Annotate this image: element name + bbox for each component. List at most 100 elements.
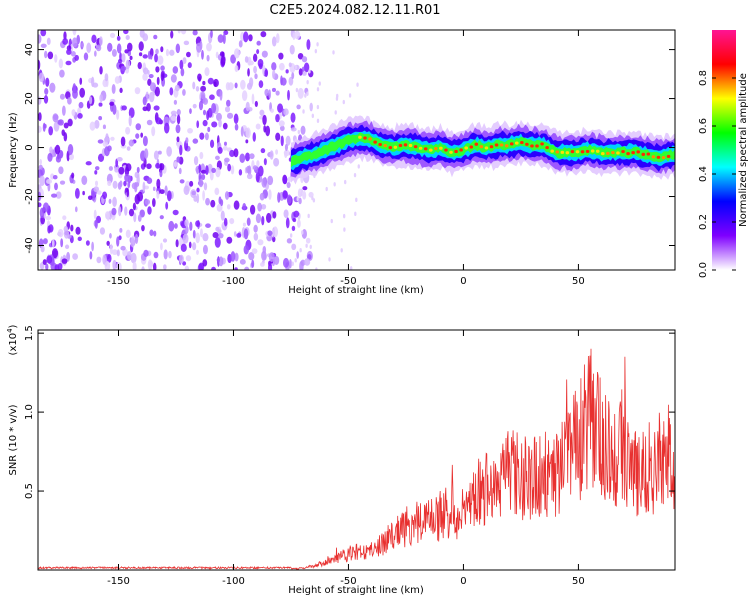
noise-speckle	[316, 118, 320, 124]
noise-speckle	[126, 146, 131, 151]
noise-speckle	[138, 41, 144, 52]
noise-speckle	[98, 102, 103, 107]
ridge-peak	[484, 146, 489, 150]
noise-speckle	[284, 143, 289, 151]
noise-speckle	[308, 69, 311, 74]
noise-speckle	[128, 107, 135, 119]
noise-speckle	[166, 190, 172, 202]
noise-speckle	[201, 49, 204, 60]
noise-speckle	[168, 250, 172, 259]
noise-speckle	[148, 74, 154, 79]
noise-speckle	[169, 49, 175, 56]
noise-speckle	[298, 197, 302, 205]
noise-speckle	[265, 212, 272, 223]
noise-speckle	[265, 125, 271, 137]
noise-speckle	[82, 190, 85, 196]
noise-speckle	[59, 93, 65, 100]
noise-speckle	[38, 164, 43, 171]
noise-speckle	[106, 253, 112, 263]
noise-speckle	[111, 83, 116, 94]
noise-speckle	[294, 258, 297, 263]
noise-speckle	[94, 170, 98, 175]
noise-speckle	[124, 173, 130, 182]
noise-speckle	[272, 236, 276, 243]
noise-speckle	[202, 232, 209, 242]
noise-speckle	[183, 40, 190, 46]
noise-speckle	[130, 252, 137, 264]
noise-speckle	[220, 199, 224, 207]
noise-speckle	[69, 153, 75, 161]
noise-speckle	[205, 223, 211, 228]
noise-speckle	[133, 212, 137, 223]
noise-speckle	[146, 119, 153, 126]
noise-speckle	[195, 220, 200, 227]
noise-speckle	[54, 182, 58, 191]
noise-speckle	[283, 209, 289, 219]
ridge-peak	[651, 155, 656, 159]
noise-speckle	[291, 243, 297, 251]
noise-speckle	[199, 151, 204, 160]
noise-speckle	[86, 42, 92, 54]
noise-speckle	[99, 65, 103, 75]
noise-speckle	[127, 180, 131, 189]
noise-speckle	[77, 112, 83, 119]
noise-speckle	[74, 206, 78, 213]
ridge-peak	[479, 145, 484, 149]
noise-speckle	[102, 191, 108, 200]
noise-speckle	[330, 218, 333, 224]
noise-speckle	[107, 42, 113, 52]
noise-speckle	[202, 244, 208, 255]
noise-speckle	[91, 34, 97, 44]
noise-speckle	[206, 42, 212, 52]
noise-speckle	[256, 40, 261, 46]
ridge-peak	[464, 146, 468, 150]
noise-speckle	[316, 87, 320, 92]
noise-speckle	[169, 87, 174, 96]
noise-speckle	[316, 42, 319, 47]
noise-speckle	[110, 136, 115, 141]
noise-speckle	[318, 81, 321, 86]
noise-speckle	[242, 222, 246, 227]
noise-speckle	[211, 167, 216, 174]
noise-speckle	[286, 238, 293, 244]
ridge-peak	[595, 149, 600, 153]
noise-speckle	[118, 166, 125, 175]
noise-speckle	[255, 213, 262, 224]
noise-speckle	[246, 217, 251, 226]
noise-speckle	[188, 241, 192, 249]
noise-speckle	[342, 99, 345, 105]
noise-speckle	[152, 262, 157, 270]
noise-speckle	[199, 228, 203, 238]
noise-speckle	[71, 109, 76, 117]
ridge-peak	[474, 142, 479, 146]
noise-speckle	[267, 175, 274, 186]
noise-speckle	[154, 53, 158, 63]
noise-speckle	[227, 163, 232, 172]
noise-speckle	[253, 65, 257, 74]
noise-speckle	[233, 148, 239, 158]
ridge-peak	[413, 145, 418, 149]
noise-speckle	[252, 53, 258, 62]
noise-speckle	[215, 166, 221, 178]
noise-speckle	[211, 121, 218, 128]
noise-speckle	[196, 187, 200, 193]
noise-speckle	[206, 54, 210, 62]
noise-speckle	[102, 254, 107, 265]
noise-speckle	[38, 59, 41, 71]
noise-speckle	[173, 161, 178, 168]
noise-speckle	[141, 224, 145, 232]
noise-speckle	[38, 112, 42, 122]
spectrogram-frame	[37, 29, 676, 271]
noise-speckle	[138, 52, 143, 57]
noise-speckle	[255, 123, 261, 130]
colorbar-tick-label: 0.2	[698, 214, 709, 230]
noise-speckle	[197, 73, 202, 82]
noise-speckle	[109, 243, 113, 255]
noise-speckle	[94, 180, 99, 187]
noise-speckle	[78, 101, 84, 109]
noise-speckle	[128, 208, 135, 217]
noise-speckle	[134, 171, 140, 179]
noise-speckle	[182, 233, 189, 244]
noise-speckle	[275, 33, 280, 44]
noise-speckle	[278, 62, 285, 71]
